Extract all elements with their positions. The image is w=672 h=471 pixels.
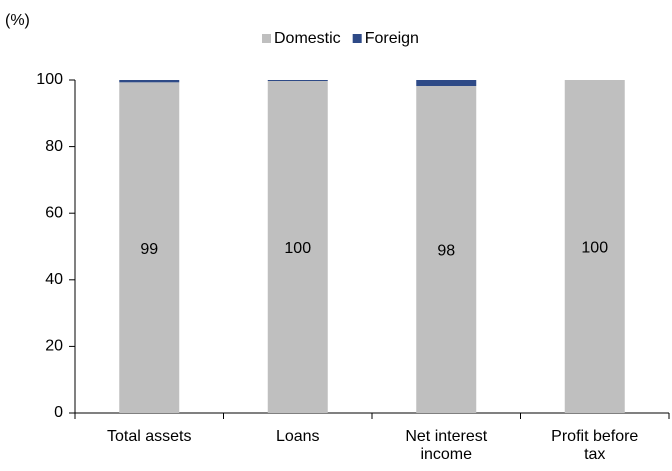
y-tick-label: 0	[54, 404, 63, 421]
x-tick-label: Total assets	[107, 428, 192, 445]
data-label: 100	[284, 240, 311, 257]
y-tick-label: 20	[45, 338, 63, 355]
bar-segment	[119, 80, 180, 83]
x-tick-label: Loans	[275, 428, 320, 445]
bar-segment	[416, 85, 477, 413]
bar-segment	[416, 80, 477, 86]
legend-swatch	[262, 34, 271, 43]
data-label: 99	[140, 241, 158, 258]
x-tick-label: Net interest income	[405, 428, 488, 463]
y-axis-label: (%)	[5, 12, 30, 29]
legend-label: Domestic	[274, 30, 341, 47]
y-tick-label: 60	[45, 204, 63, 221]
data-label: 98	[437, 243, 455, 260]
bar-segment	[267, 80, 328, 414]
bar-segment	[267, 80, 328, 81]
bar-segment	[119, 82, 180, 414]
legend-swatch	[352, 34, 362, 43]
y-tick-label: 100	[36, 71, 63, 88]
x-tick-label: Profit before tax	[551, 428, 639, 463]
y-tick-label: 40	[45, 271, 63, 288]
y-tick-label: 80	[45, 138, 63, 155]
data-label: 100	[581, 240, 608, 257]
bar-segment	[564, 80, 625, 413]
legend-label: Foreign	[365, 30, 419, 47]
